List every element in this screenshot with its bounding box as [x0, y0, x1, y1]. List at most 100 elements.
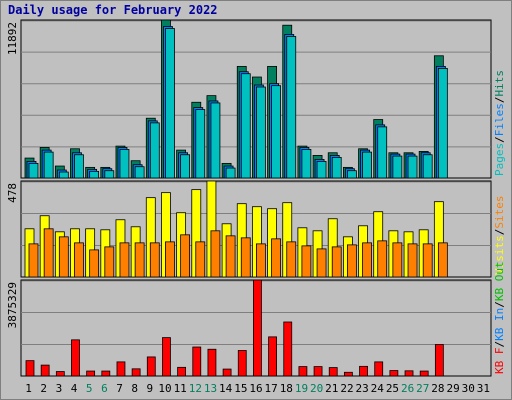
bar-pages: [271, 85, 281, 179]
bar-pages: [180, 154, 191, 179]
bar-pages: [28, 162, 39, 179]
bar-pages: [346, 170, 357, 179]
bar-kbf: [298, 366, 308, 377]
bar-sites: [74, 242, 84, 278]
bar-pages: [74, 154, 84, 179]
legend-part: /: [493, 97, 506, 104]
bar-pages: [104, 170, 115, 179]
bar-sites: [104, 246, 115, 278]
legend-part: /: [493, 136, 506, 143]
day-label: 12: [189, 382, 202, 395]
max-label-kbytes: 3875329: [6, 282, 19, 328]
bar-pages: [240, 73, 251, 179]
day-label: 4: [71, 382, 78, 395]
day-label: 24: [371, 382, 385, 395]
bar-pages: [316, 160, 327, 179]
day-label: 11: [174, 382, 187, 395]
bar-pages: [256, 86, 266, 179]
bar-pages: [89, 170, 100, 179]
legend-part: /: [493, 341, 506, 348]
bar-kbf: [222, 368, 232, 377]
bar-sites: [210, 230, 221, 278]
bar-kbf: [283, 321, 293, 377]
bar-kbf: [207, 348, 217, 377]
bar-kbf: [146, 356, 156, 377]
day-label: 1: [25, 382, 32, 395]
day-label: 18: [280, 382, 293, 395]
bar-sites: [195, 241, 206, 278]
day-label: 21: [325, 382, 338, 395]
legend-part: Visits: [493, 235, 506, 275]
bar-pages: [286, 36, 297, 179]
bar-pages: [301, 149, 312, 179]
bar-pages: [407, 155, 418, 179]
bar-sites: [377, 240, 388, 278]
legend-part: KB F: [493, 348, 506, 375]
bar-kbf: [237, 350, 247, 377]
bar-pages: [134, 166, 145, 179]
chart-title: Daily usage for February 2022: [8, 3, 218, 17]
bar-kbf: [101, 370, 111, 377]
day-label: 19: [295, 382, 308, 395]
bar-kbf: [71, 339, 80, 377]
bar-sites: [180, 234, 191, 278]
bar-pages: [225, 167, 236, 179]
bar-sites: [286, 241, 297, 278]
bar-sites: [240, 237, 251, 278]
bar-pages: [377, 126, 388, 179]
max-label-hits-files-pages: 11892: [6, 22, 19, 55]
day-label: 15: [234, 382, 247, 395]
bar-sites: [301, 245, 312, 278]
bar-kbf: [328, 367, 338, 377]
day-label: 9: [147, 382, 154, 395]
bar-pages: [165, 28, 175, 179]
day-label: 25: [386, 382, 399, 395]
bar-kbf: [313, 366, 323, 377]
bar-pages: [195, 109, 206, 179]
bar-pages: [437, 67, 448, 179]
day-label: 22: [340, 382, 353, 395]
bar-pages: [362, 151, 372, 179]
bar-kbf: [268, 336, 277, 377]
day-label: 3: [56, 382, 63, 395]
bar-sites: [165, 241, 175, 278]
day-label: 20: [310, 382, 323, 395]
legend-part: Sites: [493, 196, 506, 229]
bar-kbf: [359, 365, 368, 377]
legend-visits-sites: Visits/Sites: [493, 196, 506, 276]
bar-pages: [149, 122, 160, 179]
bar-kbf: [404, 370, 414, 377]
day-label: 13: [204, 382, 217, 395]
bar-kbf: [25, 360, 35, 377]
bar-sites: [271, 238, 281, 278]
bar-kbf: [177, 366, 187, 377]
bar-kbf: [343, 371, 353, 377]
day-label: 16: [249, 382, 262, 395]
legend-kbytes: KB F/KB In/KB Out: [493, 261, 506, 374]
bar-sites: [89, 249, 100, 278]
bar-kbf: [55, 371, 65, 377]
bar-sites: [422, 243, 433, 278]
legend-part: Files: [493, 103, 506, 136]
day-label: 17: [265, 382, 278, 395]
day-label: 28: [431, 382, 444, 395]
bar-sites: [316, 248, 327, 278]
bar-sites: [225, 235, 236, 278]
bar-sites: [134, 242, 145, 278]
bar-kbf: [389, 370, 399, 377]
bar-sites: [392, 242, 403, 278]
bar-pages: [43, 151, 54, 179]
bar-sites: [346, 244, 357, 278]
bar-kbf: [131, 368, 141, 377]
legend-part: Pages: [493, 143, 506, 176]
bar-kbf: [434, 344, 444, 377]
day-label: 2: [40, 382, 47, 395]
day-label: 10: [158, 382, 171, 395]
day-label: 23: [356, 382, 369, 395]
bar-pages: [58, 171, 69, 179]
day-label: 7: [116, 382, 123, 395]
bar-kbf: [192, 346, 202, 377]
bar-sites: [362, 242, 372, 278]
bar-kbf: [162, 337, 171, 377]
bar-sites: [331, 246, 342, 278]
